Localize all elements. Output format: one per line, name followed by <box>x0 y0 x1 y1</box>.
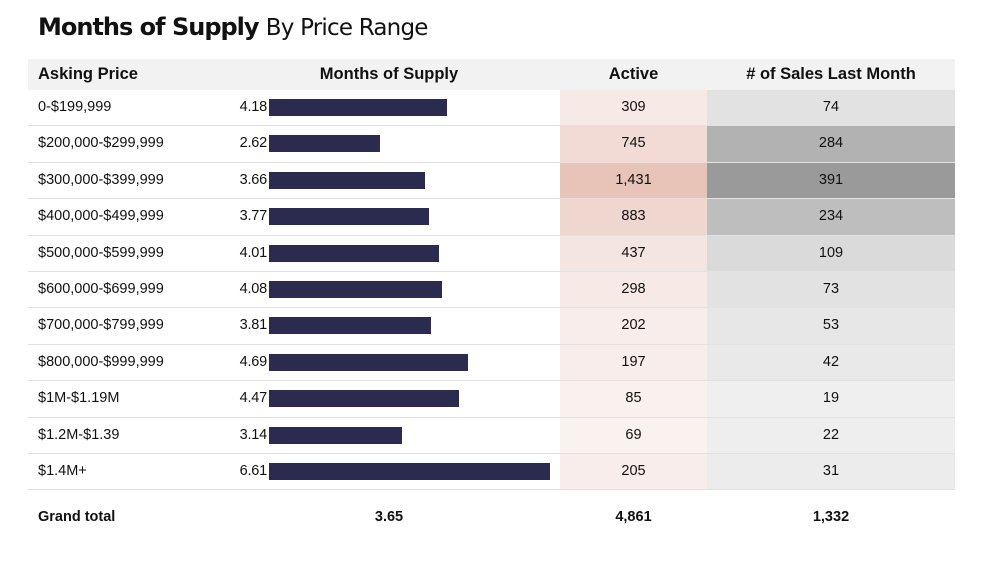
months-of-supply-label: 6.61 <box>239 462 268 479</box>
sales-last-month-cell: 42 <box>707 344 955 381</box>
header-sales-last-month: # of Sales Last Month <box>746 65 916 83</box>
table-row: $500,000-$599,999 4.01 437 109 <box>28 235 955 272</box>
asking-price-cell: $600,000-$699,999 <box>38 280 164 297</box>
sales-last-month-cell: 391 <box>707 162 955 199</box>
title-sub: By Price Range <box>265 15 429 41</box>
sales-last-month-cell: 284 <box>707 126 955 162</box>
months-of-supply-bar <box>269 426 403 444</box>
months-of-supply-bar <box>269 280 443 298</box>
sales-last-month-cell: 53 <box>707 308 955 344</box>
months-of-supply-bar <box>269 135 381 153</box>
months-of-supply-bar <box>269 208 430 226</box>
active-cell: 1,431 <box>560 162 707 199</box>
active-cell: 298 <box>560 271 707 308</box>
asking-price-cell: $700,000-$799,999 <box>38 317 164 334</box>
active-cell: 202 <box>560 308 707 344</box>
grand-total-label: Grand total <box>38 509 116 526</box>
sales-last-month-cell: 19 <box>707 381 955 417</box>
sales-last-month-cell: 31 <box>707 453 955 490</box>
table-row: $1M-$1.19M 4.47 85 19 <box>28 381 955 418</box>
asking-price-cell: $1.2M-$1.39 <box>38 426 120 443</box>
active-cell: 205 <box>560 453 707 490</box>
asking-price-cell: $500,000-$599,999 <box>38 244 164 261</box>
table-row: 0-$199,999 4.18 309 74 <box>28 90 955 127</box>
sales-last-month-cell: 109 <box>707 235 955 271</box>
months-of-supply-label: 4.69 <box>239 353 268 370</box>
table-row: $800,000-$999,999 4.69 197 42 <box>28 344 955 382</box>
months-of-supply-label: 2.62 <box>239 135 268 152</box>
months-of-supply-label: 3.81 <box>239 317 268 334</box>
months-of-supply-label: 3.77 <box>239 208 268 225</box>
table-header: Asking Price Months of Supply Active # o… <box>28 59 955 90</box>
header-months-of-supply: Months of Supply <box>319 65 459 83</box>
months-of-supply-label: 4.47 <box>239 390 268 407</box>
months-of-supply-label: 4.08 <box>239 280 268 297</box>
months-of-supply-bar <box>269 390 460 408</box>
active-cell: 85 <box>560 381 707 417</box>
asking-price-cell: $200,000-$299,999 <box>38 135 164 152</box>
table-row: $400,000-$499,999 3.77 883 234 <box>28 199 955 236</box>
months-of-supply-bar <box>269 317 431 335</box>
table-row: $200,000-$299,999 2.62 745 284 <box>28 126 955 163</box>
title-main: Months of Supply <box>38 13 260 41</box>
months-of-supply-bar <box>269 244 440 262</box>
sales-last-month-cell: 234 <box>707 199 955 235</box>
grand-total-mos: 3.65 <box>374 509 404 526</box>
table-row: $300,000-$399,999 3.66 1,431 391 <box>28 162 955 200</box>
asking-price-cell: 0-$199,999 <box>38 99 112 115</box>
asking-price-cell: $800,000-$999,999 <box>38 353 164 370</box>
table-row: $600,000-$699,999 4.08 298 73 <box>28 271 955 309</box>
table-row: $1.4M+ 6.61 205 31 <box>28 453 955 491</box>
active-cell: 69 <box>560 417 707 453</box>
grand-total-active: 4,861 <box>615 509 652 526</box>
active-cell: 309 <box>560 90 707 126</box>
asking-price-cell: $300,000-$399,999 <box>38 171 164 188</box>
header-asking-price: Asking Price <box>38 65 138 83</box>
supply-table: Asking Price Months of Supply Active # o… <box>28 59 955 540</box>
months-of-supply-bar <box>269 353 469 371</box>
active-cell: 745 <box>560 126 707 162</box>
header-active: Active <box>608 65 659 83</box>
asking-price-cell: $400,000-$499,999 <box>38 208 164 225</box>
active-cell: 437 <box>560 235 707 271</box>
months-of-supply-label: 4.01 <box>239 244 268 261</box>
table-body: 0-$199,999 4.18 309 74 $200,000-$299,999 2.62… <box>28 90 955 491</box>
asking-price-cell: $1.4M+ <box>38 462 87 479</box>
months-of-supply-bar <box>269 171 425 189</box>
months-of-supply-label: 4.18 <box>239 99 268 115</box>
sales-last-month-cell: 74 <box>707 90 955 126</box>
grand-total-sales: 1,332 <box>812 509 850 526</box>
months-of-supply-label: 3.66 <box>239 171 268 188</box>
chart-title: Months of Supply By Price Range <box>38 9 428 45</box>
months-of-supply-label: 3.14 <box>239 426 268 443</box>
active-cell: 197 <box>560 344 707 381</box>
months-of-supply-bar <box>269 99 447 116</box>
grand-total-row: Grand total 3.65 4,861 1,332 <box>28 490 955 540</box>
sales-last-month-cell: 73 <box>707 271 955 308</box>
sales-last-month-cell: 22 <box>707 417 955 453</box>
active-cell: 883 <box>560 199 707 235</box>
asking-price-cell: $1M-$1.19M <box>38 390 120 407</box>
months-of-supply-bar <box>269 462 550 480</box>
table-row: $1.2M-$1.39 3.14 69 22 <box>28 417 955 454</box>
table-row: $700,000-$799,999 3.81 202 53 <box>28 308 955 345</box>
